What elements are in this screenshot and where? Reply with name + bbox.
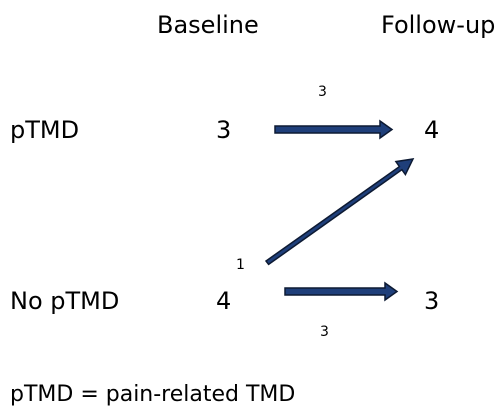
transition-ptmd-to-ptmd-count: 3 bbox=[318, 84, 327, 100]
no-ptmd-baseline-count: 4 bbox=[216, 287, 232, 315]
footnote: pTMD = pain-related TMD bbox=[10, 382, 296, 407]
transition-no-ptmd-to-ptmd-count: 1 bbox=[236, 257, 245, 273]
arrow-no-ptmd-to-no-ptmd bbox=[284, 281, 399, 302]
no-ptmd-followup-count: 3 bbox=[424, 287, 440, 315]
row-label-no-ptmd: No pTMD bbox=[10, 287, 120, 315]
ptmd-followup-count: 4 bbox=[424, 116, 440, 144]
followup-header: Follow-up bbox=[381, 11, 496, 39]
row-label-ptmd: pTMD bbox=[10, 116, 80, 144]
arrow-no-ptmd-to-ptmd bbox=[264, 158, 415, 266]
ptmd-baseline-count: 3 bbox=[216, 116, 232, 144]
arrow-ptmd-to-ptmd bbox=[274, 119, 394, 140]
transition-no-ptmd-to-no-ptmd-count: 3 bbox=[320, 324, 329, 340]
baseline-header: Baseline bbox=[157, 11, 259, 39]
